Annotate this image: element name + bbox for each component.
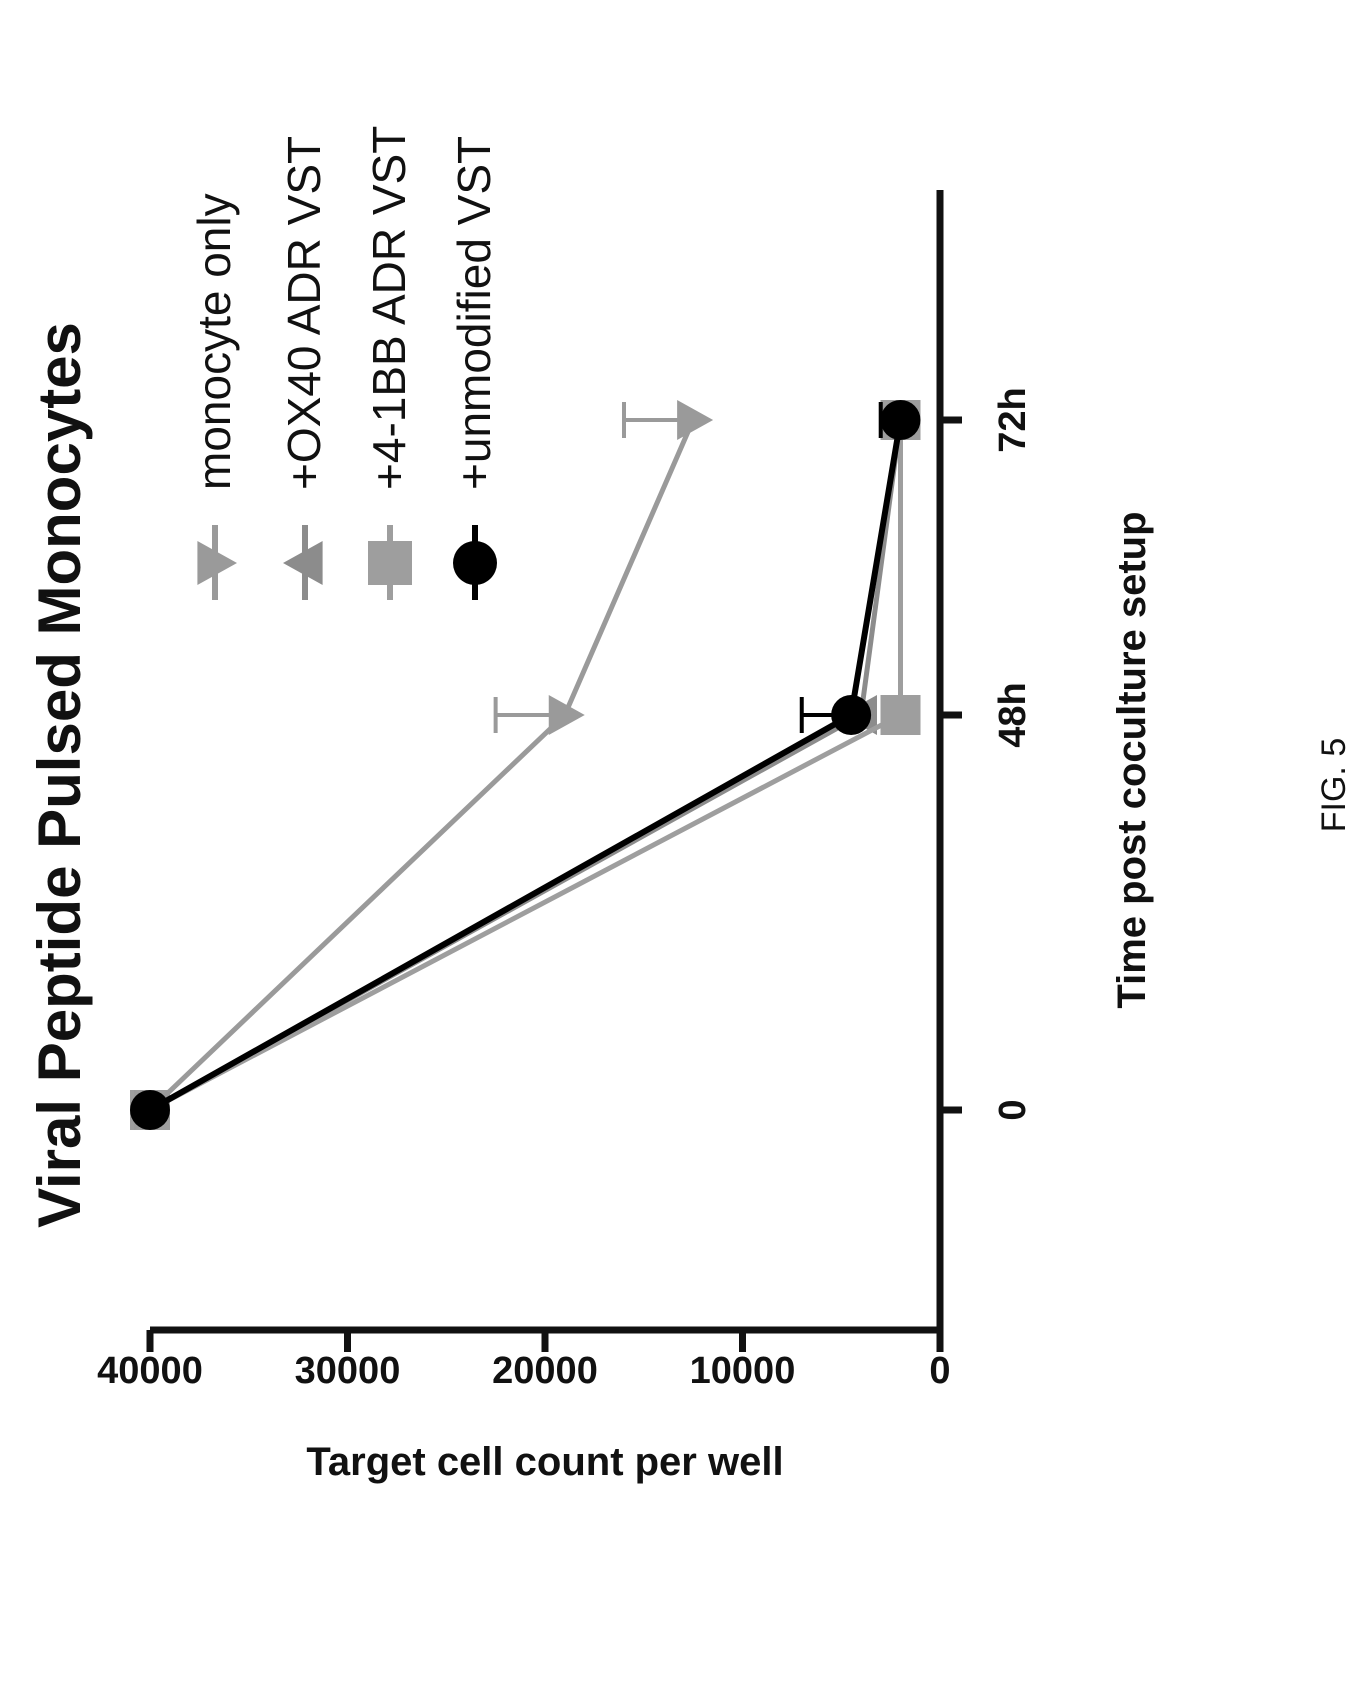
legend: monocyte only +OX40 ADR VST +4-1BB ADR VST… xyxy=(188,126,500,600)
y-tick-label: 0 xyxy=(929,1350,950,1392)
data-point xyxy=(130,1090,170,1130)
x-tick-label: 72h xyxy=(992,387,1034,452)
y-tick-label: 40000 xyxy=(97,1350,203,1392)
chart-title: Viral Peptide Pulsed Monocytes xyxy=(26,322,93,1228)
data-point xyxy=(880,400,921,440)
x-axis-label: Time post coculture setup xyxy=(1110,511,1154,1008)
legend-marker xyxy=(453,541,497,585)
data-point xyxy=(677,400,714,440)
series-line xyxy=(148,419,904,1113)
series-0 xyxy=(134,400,714,1130)
data-point xyxy=(880,695,921,735)
series-layer xyxy=(130,400,921,1130)
legend-item: monocyte only xyxy=(188,193,240,600)
legend-label: monocyte only xyxy=(188,193,240,490)
figure-caption: FIG. 5 xyxy=(1315,738,1353,832)
series-line xyxy=(148,419,903,1113)
data-point xyxy=(831,695,872,735)
x-tick-label: 48h xyxy=(992,682,1034,747)
legend-marker xyxy=(197,541,237,585)
axes: 0 48h 72h 0 10000 20000 30000 40000 xyxy=(97,190,1034,1392)
legend-marker xyxy=(368,541,412,585)
series-1 xyxy=(130,400,917,1130)
series-2 xyxy=(130,400,921,1130)
legend-label: +unmodified VST xyxy=(448,136,500,490)
series-line xyxy=(148,419,696,1112)
legend-label: +4-1BB ADR VST xyxy=(363,126,415,490)
legend-marker xyxy=(283,541,323,585)
y-tick-label: 30000 xyxy=(295,1350,401,1392)
x-tick-label: 0 xyxy=(992,1099,1034,1120)
y-tick-label: 10000 xyxy=(690,1350,796,1392)
y-axis-label: Target cell count per well xyxy=(306,1440,783,1484)
legend-item: +4-1BB ADR VST xyxy=(363,126,415,600)
legend-label: +OX40 ADR VST xyxy=(278,136,330,490)
legend-item: +OX40 ADR VST xyxy=(278,136,330,600)
legend-item: +unmodified VST xyxy=(448,136,500,600)
series-line xyxy=(148,420,903,1113)
y-tick-label: 20000 xyxy=(492,1350,598,1392)
series-3 xyxy=(130,400,921,1130)
data-point xyxy=(548,695,585,735)
